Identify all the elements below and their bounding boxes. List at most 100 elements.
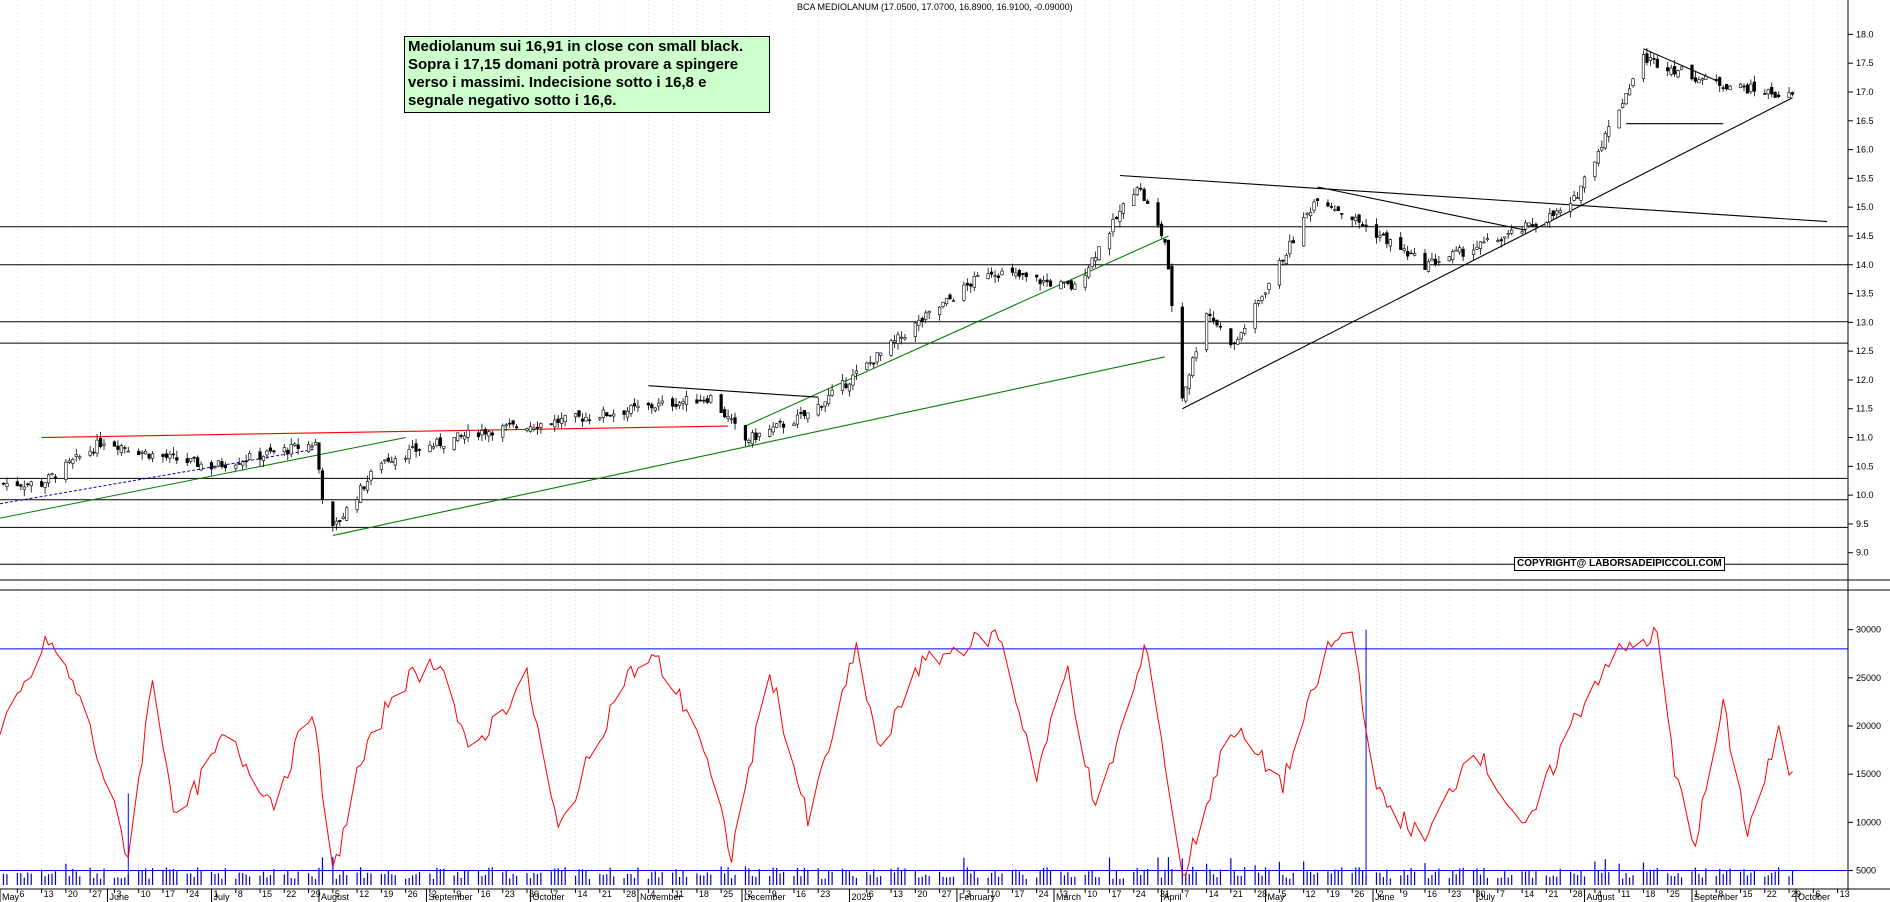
x-tick-label: 3: [966, 889, 971, 899]
candle-body: [1499, 239, 1503, 242]
volume-bar: [672, 872, 674, 885]
volume-bar: [807, 869, 809, 885]
x-tick-label: 25: [723, 889, 733, 899]
volume-bar: [1531, 877, 1534, 885]
volume-bar: [1095, 877, 1097, 885]
candle-body: [74, 454, 78, 457]
volume-bar: [429, 873, 431, 885]
volume-bar: [44, 876, 46, 885]
candle-body: [889, 340, 893, 356]
volume-bar: [1011, 870, 1014, 885]
candle-body: [71, 459, 75, 464]
volume-bar: [1524, 871, 1527, 885]
volume-bar: [609, 867, 611, 885]
candle-body: [879, 352, 883, 356]
candle-body: [1308, 211, 1313, 217]
volume-bar: [1448, 878, 1450, 885]
candle-body: [816, 404, 820, 416]
x-tick-label: 14: [1524, 889, 1534, 899]
candle-body: [986, 273, 990, 279]
candle-body: [487, 431, 491, 437]
candle-body: [1184, 386, 1188, 402]
volume-bar: [464, 870, 466, 885]
candle-body: [976, 275, 980, 277]
volume-bar: [1535, 871, 1537, 885]
volume-bar: [249, 876, 251, 885]
candle-body: [1333, 209, 1337, 211]
volume-bar: [113, 878, 116, 885]
x-tick-label: 21: [602, 889, 612, 899]
candle-body: [996, 275, 1001, 279]
candle-body: [868, 361, 872, 364]
candle-body: [1229, 328, 1233, 346]
volume-bar: [290, 877, 292, 885]
y-tick-label: 14.5: [1856, 231, 1874, 241]
candle-body: [112, 441, 117, 447]
candle-body: [580, 418, 585, 422]
volume-bar: [505, 869, 507, 885]
candle-body: [1021, 273, 1025, 275]
candle-body: [1579, 185, 1583, 201]
candle-body: [78, 456, 82, 459]
volume-bar: [994, 871, 996, 885]
candle-body: [1062, 281, 1067, 284]
volume-bar: [124, 877, 126, 885]
volume-bar: [1677, 872, 1679, 885]
candle-body: [1534, 223, 1538, 227]
indicator-y-tick-label: 15000: [1856, 769, 1881, 779]
volume-bar: [748, 868, 750, 885]
candle-body: [820, 406, 824, 408]
volume-bar: [262, 871, 265, 885]
candle-body: [1402, 248, 1406, 251]
volume-bar: [366, 872, 369, 885]
candle-body: [50, 473, 54, 476]
volume-bar: [852, 875, 854, 885]
volume-bar: [1358, 867, 1360, 885]
volume-bar: [259, 875, 261, 885]
candle-body: [438, 437, 442, 447]
candle-body: [1326, 202, 1330, 207]
candle-body: [601, 409, 605, 418]
candle-body: [1669, 67, 1673, 75]
candle-body: [1437, 261, 1441, 263]
volume-bar: [1230, 858, 1232, 885]
volume-bar: [561, 870, 563, 885]
x-tick-label: 9: [1403, 889, 1408, 899]
candle-body: [532, 427, 536, 430]
volume-bar: [1729, 868, 1731, 885]
volume-bar: [481, 876, 483, 885]
month-label: September: [1694, 892, 1738, 902]
candle-body: [414, 443, 418, 452]
volume-bar: [51, 873, 53, 885]
volume-bar: [914, 871, 916, 885]
volume-bar: [1091, 870, 1093, 885]
volume-bar: [588, 878, 591, 885]
volume-bar: [782, 871, 785, 885]
candle-body: [1409, 252, 1413, 255]
candle-body: [1315, 198, 1320, 201]
candle-body: [972, 275, 976, 288]
volume-bar: [1289, 878, 1291, 885]
candle-body: [1482, 241, 1486, 244]
volume-bar: [1573, 873, 1575, 885]
volume-bar: [200, 871, 202, 885]
candle-body: [1704, 75, 1708, 80]
candle-body: [917, 319, 921, 327]
volume-bar: [533, 872, 535, 885]
candle-body: [1752, 81, 1756, 92]
volume-bar: [1559, 868, 1561, 885]
volume-bar: [606, 874, 608, 885]
volume-bar: [540, 872, 542, 885]
y-tick-label: 13.5: [1856, 289, 1874, 299]
candle-body: [903, 337, 907, 340]
candle-body: [164, 453, 169, 458]
volume-bar: [661, 872, 663, 885]
volume-bar: [1115, 869, 1118, 885]
volume-bar: [356, 872, 358, 885]
volume-bar: [148, 878, 150, 885]
candle-body: [40, 481, 44, 487]
volume-bar: [1070, 877, 1072, 885]
volume-bar: [1459, 868, 1461, 885]
x-tick-label: 22: [286, 889, 296, 899]
volume-bar: [970, 873, 972, 885]
